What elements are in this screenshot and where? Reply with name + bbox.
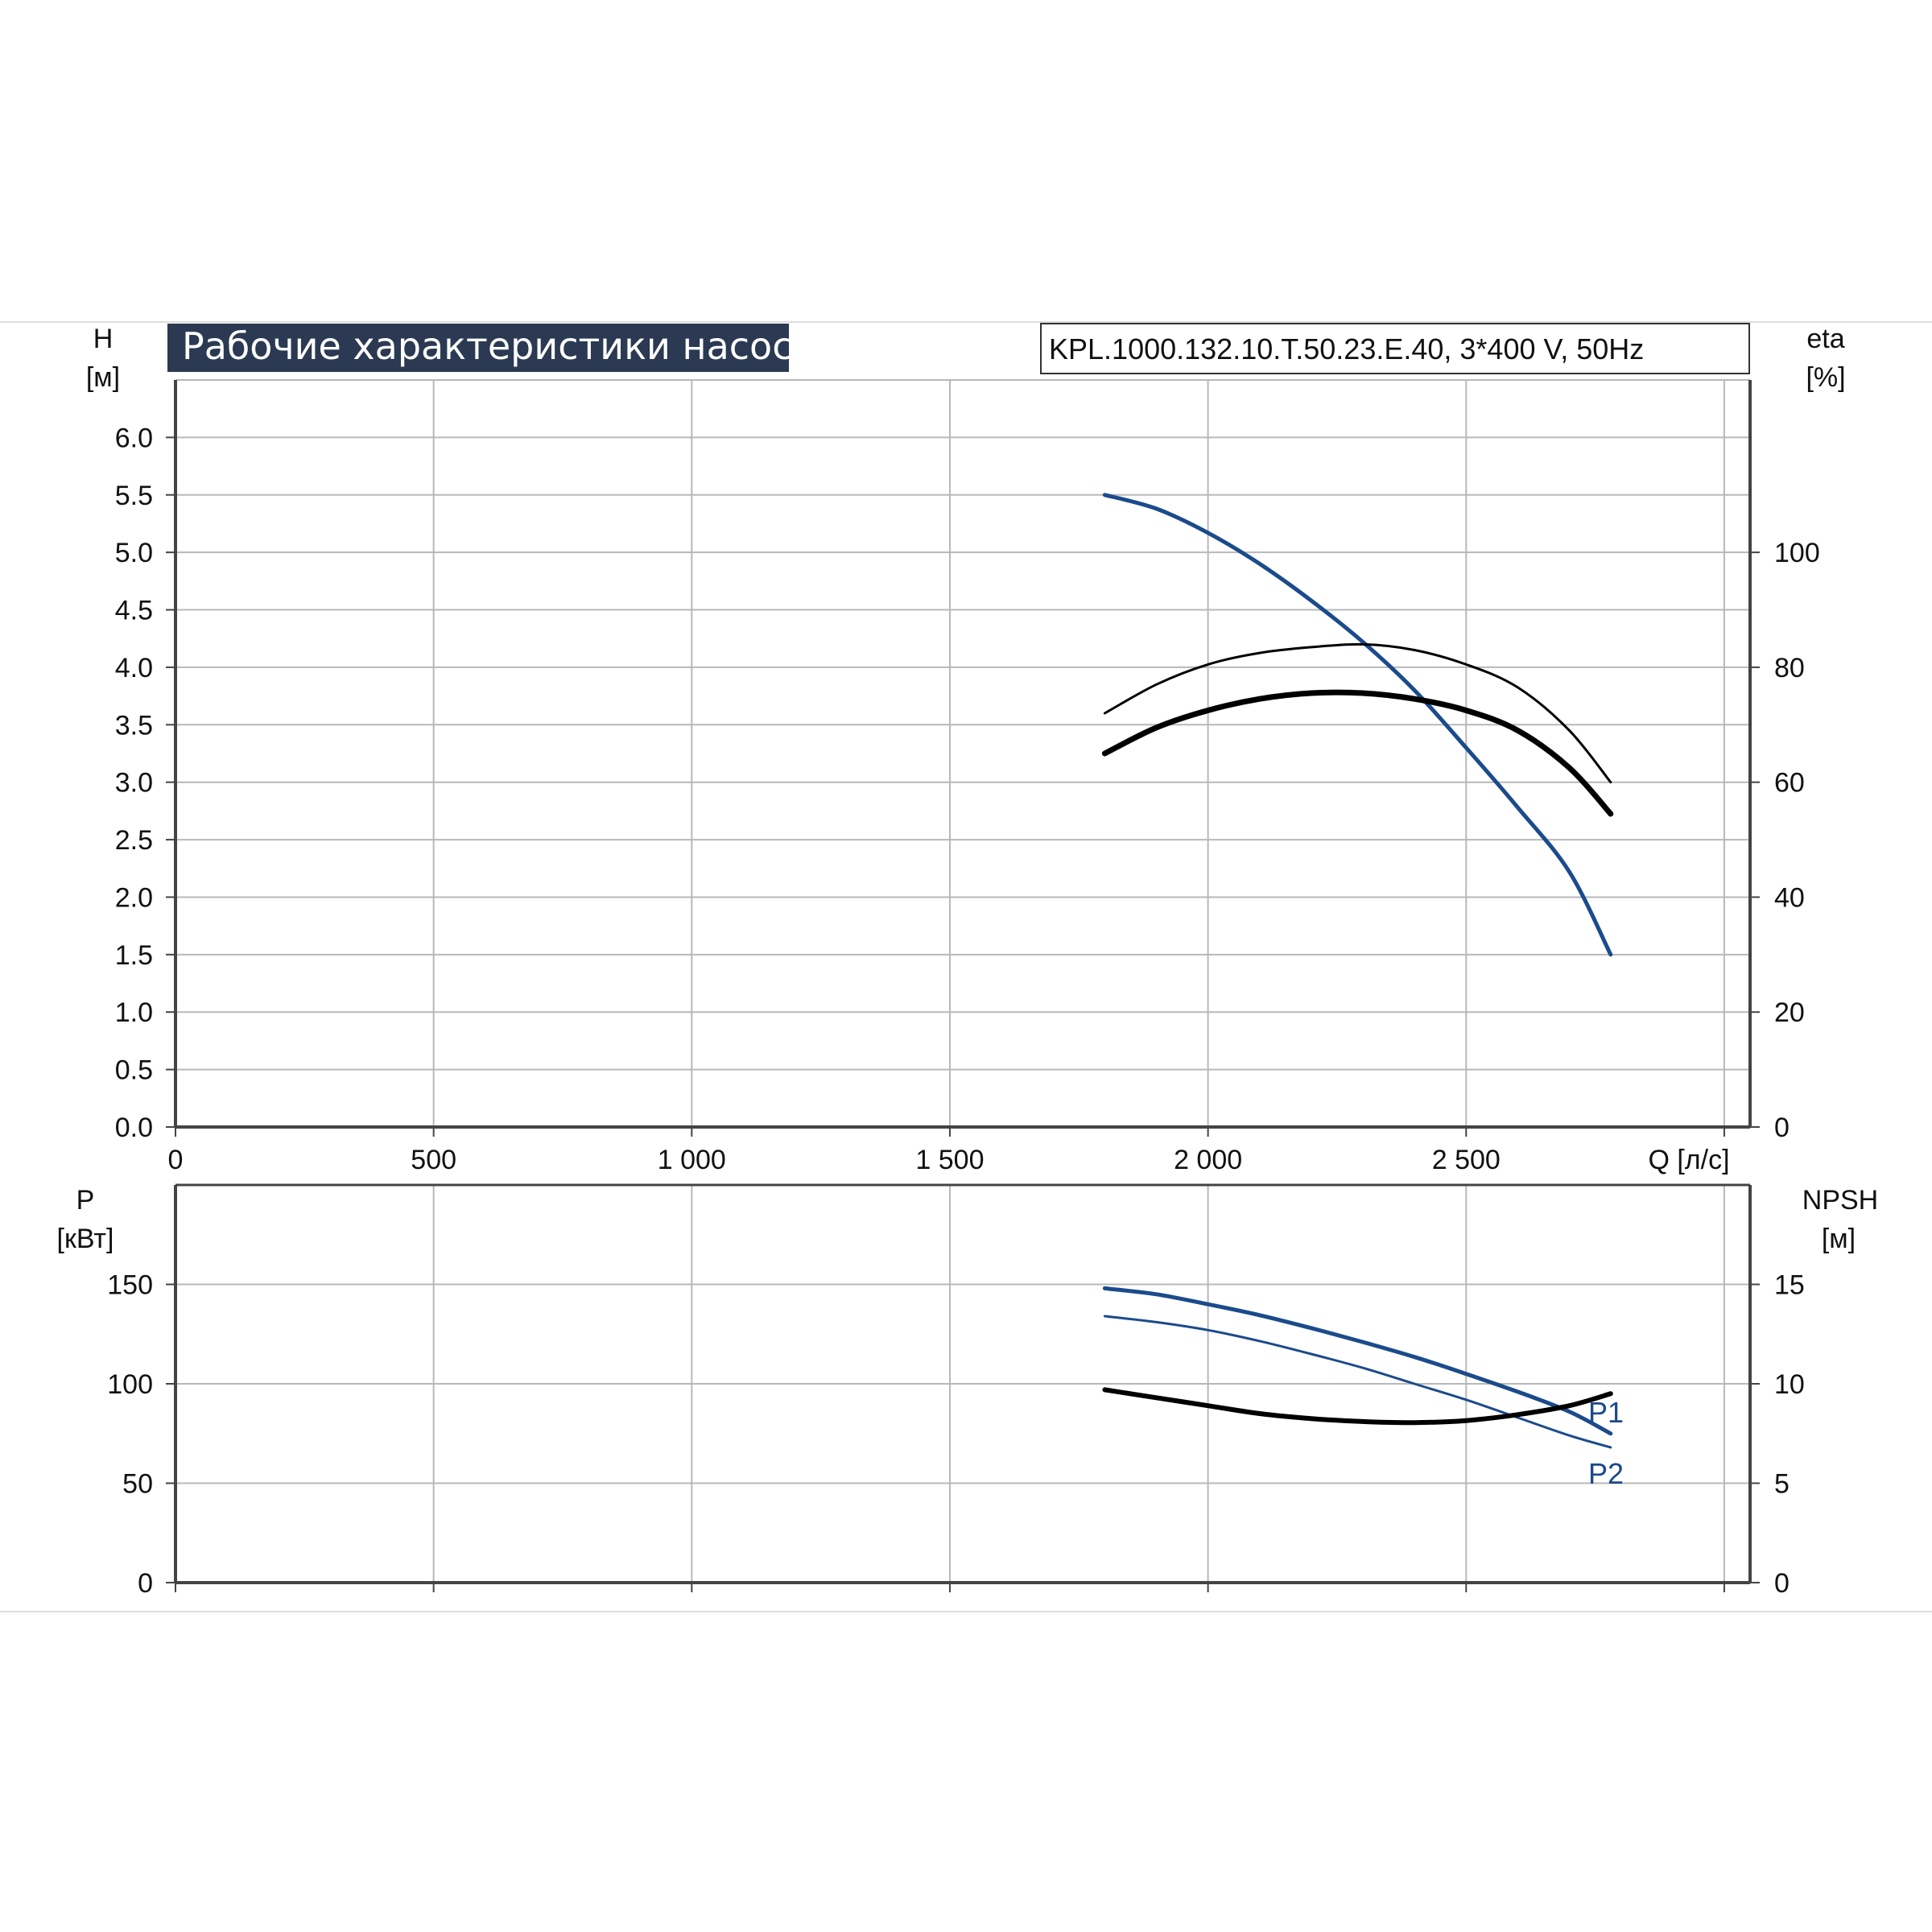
- head-left-tick-label: 3.5: [115, 710, 153, 741]
- head-x-tick-label: 2 500: [1432, 1145, 1501, 1175]
- head-chart-series: [1101, 493, 1614, 957]
- head-series-0-line: [1102, 493, 1613, 957]
- head-series-1-line: [1103, 642, 1612, 784]
- head-left-tick-label: 1.0: [115, 997, 153, 1028]
- head-x-tick-label: 0: [168, 1145, 184, 1175]
- eta-axis-unit: [%]: [1806, 362, 1845, 393]
- head-left-tick-label: 4.0: [115, 653, 153, 683]
- power-right-tick-label: 10: [1774, 1369, 1805, 1400]
- head-left-tick-label: 0.0: [115, 1113, 153, 1143]
- npsh-axis-unit: [м]: [1822, 1224, 1856, 1254]
- power-npsh-chart: 0 50 100 150 0 5 10 15 P [кВт] NPSH [м] P1 P2: [57, 1183, 1878, 1600]
- h-axis-unit: [м]: [86, 362, 120, 393]
- head-x-tick-label: 500: [411, 1145, 456, 1175]
- p-axis-label: P: [76, 1185, 95, 1216]
- power-chart-grid: [175, 1184, 1750, 1583]
- h-axis-label: H: [93, 324, 114, 354]
- head-right-tick-label: 100: [1774, 538, 1820, 568]
- head-chart-grid: [175, 379, 1750, 1127]
- power-chart-axes: [174, 1183, 1752, 1584]
- head-right-tick-label: 80: [1774, 653, 1805, 683]
- head-chart-ticks: 0.0 0.5 1.0 1.5 2.0 2.5 3.0 3.5 4.0 4.5 5.0 5.5 6.0 0…: [115, 423, 1820, 1175]
- head-x-tick-label: 1 500: [915, 1145, 984, 1175]
- power-series-0-line: [1102, 1286, 1613, 1436]
- p1-curve-label: P1: [1588, 1396, 1624, 1429]
- head-series-2-line: [1101, 689, 1614, 817]
- head-right-tick-label: 60: [1774, 768, 1805, 799]
- head-left-tick-label: 1.5: [115, 940, 153, 971]
- head-left-tick-label: 2.0: [115, 882, 153, 913]
- power-left-tick-label: 0: [138, 1568, 153, 1599]
- p-axis-unit: [кВт]: [57, 1224, 114, 1254]
- power-left-tick-label: 150: [107, 1270, 153, 1301]
- p2-curve-label: P2: [1588, 1457, 1624, 1490]
- power-right-tick-label: 15: [1774, 1270, 1805, 1301]
- power-left-tick-label: 50: [122, 1469, 153, 1500]
- power-series-1-line: [1103, 1315, 1612, 1449]
- q-axis-label: Q [л/с]: [1648, 1145, 1729, 1175]
- head-left-tick-label: 5.0: [115, 538, 153, 568]
- npsh-axis-label: NPSH: [1802, 1185, 1878, 1216]
- power-chart-ticks: 0 50 100 150 0 5 10 15: [107, 1270, 1805, 1600]
- power-right-tick-label: 0: [1774, 1568, 1790, 1599]
- head-right-tick-label: 40: [1774, 882, 1805, 913]
- head-x-tick-label: 1 000: [658, 1145, 726, 1175]
- eta-axis-label: eta: [1806, 324, 1844, 354]
- power-right-tick-label: 5: [1774, 1469, 1790, 1500]
- head-chart-axes: [174, 380, 1752, 1129]
- head-left-tick-label: 4.5: [115, 596, 153, 626]
- head-left-tick-label: 3.0: [115, 768, 153, 799]
- power-chart-series: [1102, 1286, 1613, 1449]
- power-left-tick-label: 100: [107, 1369, 153, 1400]
- head-right-tick-label: 0: [1774, 1113, 1790, 1143]
- chart-title: Рабочие характеристики насоса: [182, 324, 815, 368]
- model-label: KPL.1000.132.10.T.50.23.E.40, 3*400 V, 5…: [1049, 332, 1644, 365]
- head-x-tick-label: 2 000: [1174, 1145, 1242, 1175]
- model-box: [1040, 323, 1750, 374]
- head-left-tick-label: 0.5: [115, 1055, 153, 1086]
- head-efficiency-chart: 0.0 0.5 1.0 1.5 2.0 2.5 3.0 3.5 4.0 4.5 5.0 5.5 6.0 0…: [86, 324, 1846, 1175]
- head-right-tick-label: 20: [1774, 997, 1805, 1028]
- head-left-tick-label: 6.0: [115, 423, 153, 453]
- head-left-tick-label: 2.5: [115, 825, 153, 856]
- title-banner: [167, 324, 789, 372]
- power-series-2-line: [1102, 1387, 1613, 1426]
- head-left-tick-label: 5.5: [115, 481, 153, 511]
